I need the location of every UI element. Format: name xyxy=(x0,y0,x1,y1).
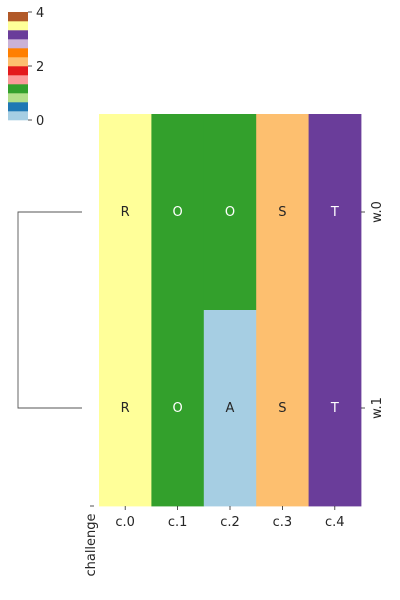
y-tick-label: w.1 xyxy=(370,397,385,419)
cell-annotation: A xyxy=(226,401,235,416)
cell-annotation: O xyxy=(225,205,235,220)
heatmap-cell xyxy=(203,114,257,311)
heatmap-cell xyxy=(99,310,152,507)
colorbar-segment xyxy=(8,75,28,85)
cell-annotation: T xyxy=(330,205,339,220)
colorbar-segment xyxy=(8,30,28,40)
heatmap-cell xyxy=(256,114,309,311)
cell-annotation: S xyxy=(278,401,286,416)
x-tick-label: c.2 xyxy=(220,515,240,530)
heatmap-cell xyxy=(151,114,205,311)
colorbar-segment xyxy=(8,57,28,67)
colorbar-segment xyxy=(8,102,28,112)
heatmap-cells: R O O S T R O A S T xyxy=(99,114,362,507)
colorbar-segment xyxy=(8,93,28,103)
cell-annotation: S xyxy=(278,205,286,220)
colorbar-tick-label: 0 xyxy=(36,114,44,129)
colorbar-tick-label: 4 xyxy=(36,6,44,21)
heatmap-cell xyxy=(203,310,257,507)
x-tick-label: c.3 xyxy=(273,515,293,530)
cell-annotation: R xyxy=(121,401,130,416)
heatmap-cell xyxy=(99,114,152,311)
dendrogram-branch xyxy=(17,211,82,409)
heatmap-cell xyxy=(256,310,309,507)
colorbar-segment xyxy=(8,84,28,94)
x-tick-label: c.1 xyxy=(168,515,188,530)
cell-annotation: T xyxy=(330,401,339,416)
column-tick-labels: c.0 c.1 c.2 c.3 c.4 xyxy=(90,505,345,530)
colorbar-segment xyxy=(8,66,28,76)
cell-annotation: O xyxy=(172,205,182,220)
colorbar: 0 2 4 xyxy=(8,6,44,129)
x-tick-label: c.4 xyxy=(325,515,345,530)
y-tick-label: w.0 xyxy=(370,201,385,223)
cell-annotation: O xyxy=(172,401,182,416)
heatmap-cell xyxy=(308,114,362,311)
colorbar-segment xyxy=(8,48,28,58)
colorbar-segment xyxy=(8,39,28,49)
heatmap-cell xyxy=(151,310,205,507)
y-axis-label: challenge xyxy=(84,513,99,576)
row-tick-labels: w.0 w.1 xyxy=(361,201,385,419)
colorbar-tick-label: 2 xyxy=(36,60,44,75)
colorbar-segment xyxy=(8,12,28,22)
row-dendrogram xyxy=(17,211,82,409)
cell-annotation: R xyxy=(121,205,130,220)
colorbar-segment xyxy=(8,111,28,121)
heatmap-cell xyxy=(308,310,362,507)
x-tick-label: c.0 xyxy=(115,515,135,530)
colorbar-segment xyxy=(8,21,28,31)
